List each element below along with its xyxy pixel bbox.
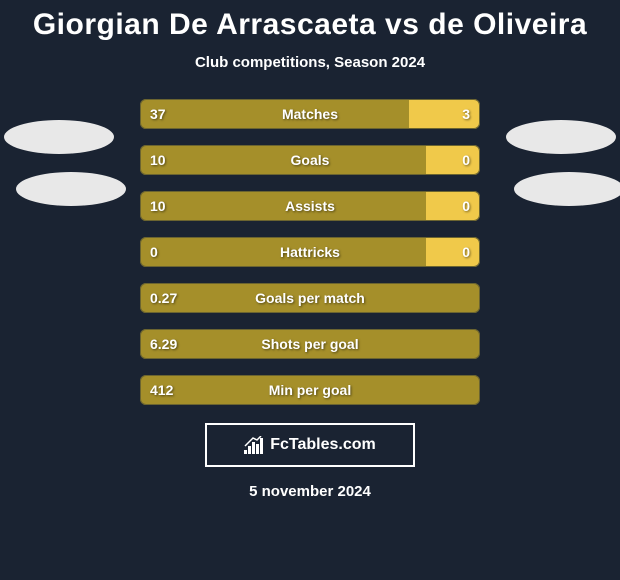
bar-track: 6.29Shots per goal [140, 329, 480, 359]
bar-track: 100Goals [140, 145, 480, 175]
stat-row: 6.29Shots per goal [0, 329, 620, 359]
brand-box[interactable]: FcTables.com [205, 423, 415, 467]
stat-row: 100Goals [0, 145, 620, 175]
bar-track: 0.27Goals per match [140, 283, 480, 313]
stat-row: 100Assists [0, 191, 620, 221]
stat-label: Assists [140, 191, 480, 221]
stat-label: Shots per goal [140, 329, 480, 359]
stat-row: 0.27Goals per match [0, 283, 620, 313]
brand-label: FcTables.com [270, 436, 376, 454]
stat-label: Hattricks [140, 237, 480, 267]
bar-track: 412Min per goal [140, 375, 480, 405]
stat-label: Goals per match [140, 283, 480, 313]
stats-bars: 373Matches 100Goals 100Assists 00Hattricks 0… [0, 99, 620, 405]
stat-label: Goals [140, 145, 480, 175]
bar-track: 100Assists [140, 191, 480, 221]
stat-row: 373Matches [0, 99, 620, 129]
bar-track: 373Matches [140, 99, 480, 129]
stat-label: Min per goal [140, 375, 480, 405]
stat-row: 412Min per goal [0, 375, 620, 405]
chart-icon [244, 436, 264, 454]
date-label: 5 november 2024 [0, 483, 620, 500]
page-subtitle: Club competitions, Season 2024 [0, 54, 620, 71]
stat-row: 00Hattricks [0, 237, 620, 267]
stat-label: Matches [140, 99, 480, 129]
page-title: Giorgian De Arrascaeta vs de Oliveira [0, 0, 620, 42]
bar-track: 00Hattricks [140, 237, 480, 267]
